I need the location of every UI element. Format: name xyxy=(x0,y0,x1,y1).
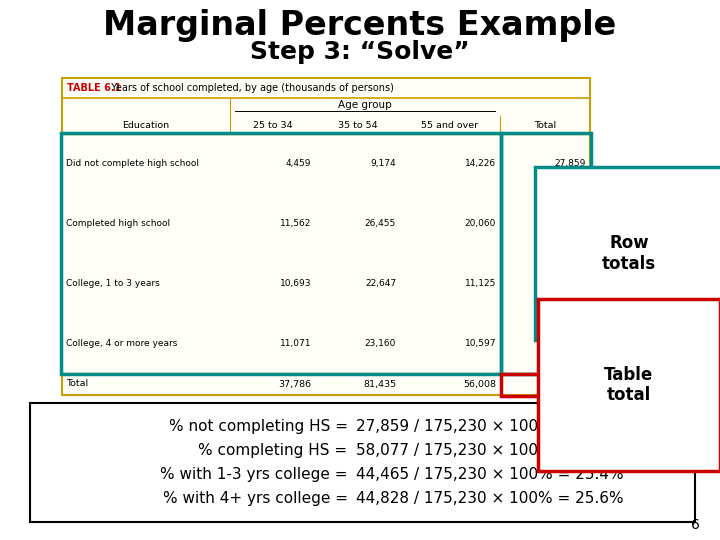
Text: 6: 6 xyxy=(691,518,700,532)
Text: 11,562: 11,562 xyxy=(279,219,311,228)
Text: 44,465: 44,465 xyxy=(555,279,586,288)
Text: 175,230: 175,230 xyxy=(547,380,586,388)
Text: 23,160: 23,160 xyxy=(364,339,396,348)
Text: % with 4+ yrs college =: % with 4+ yrs college = xyxy=(163,491,353,505)
Text: 22,647: 22,647 xyxy=(365,279,396,288)
Text: 58,077 / 175,230 × 100% = 33.1%: 58,077 / 175,230 × 100% = 33.1% xyxy=(356,443,624,458)
Text: 35 to 54: 35 to 54 xyxy=(338,120,377,130)
Text: 27,859 / 175,230 × 100% = 15.9%: 27,859 / 175,230 × 100% = 15.9% xyxy=(356,419,624,434)
Text: Step 3: “Solve”: Step 3: “Solve” xyxy=(250,40,470,64)
Text: 55 and over: 55 and over xyxy=(421,120,479,130)
Text: Table
total: Table total xyxy=(604,366,654,404)
Text: 10,693: 10,693 xyxy=(279,279,311,288)
Text: 14,226: 14,226 xyxy=(465,159,496,168)
Text: 58,077: 58,077 xyxy=(554,219,586,228)
Text: Total: Total xyxy=(534,120,556,130)
Text: 44,465 / 175,230 × 100% = 25.4%: 44,465 / 175,230 × 100% = 25.4% xyxy=(356,467,624,482)
Text: 26,455: 26,455 xyxy=(365,219,396,228)
Bar xyxy=(61,133,501,374)
Text: 37,786: 37,786 xyxy=(278,380,311,388)
Text: Marginal Percents Example: Marginal Percents Example xyxy=(104,9,616,42)
Bar xyxy=(30,403,695,522)
Text: 11,125: 11,125 xyxy=(464,279,496,288)
Text: 25 to 34: 25 to 34 xyxy=(253,120,292,130)
Text: % completing HS =: % completing HS = xyxy=(199,443,353,458)
Text: 9,174: 9,174 xyxy=(370,159,396,168)
Text: Total: Total xyxy=(66,380,88,388)
Text: College, 1 to 3 years: College, 1 to 3 years xyxy=(66,279,160,288)
Text: % with 1-3 yrs college =: % with 1-3 yrs college = xyxy=(160,467,353,482)
Text: Row
totals: Row totals xyxy=(602,234,656,273)
Text: Did not complete high school: Did not complete high school xyxy=(66,159,199,168)
Text: 27,859: 27,859 xyxy=(554,159,586,168)
Text: Years of school completed, by age (thousands of persons): Years of school completed, by age (thous… xyxy=(105,83,394,93)
Text: 44,828: 44,828 xyxy=(555,339,586,348)
Text: Education: Education xyxy=(122,120,170,130)
Bar xyxy=(62,78,590,395)
Text: College, 4 or more years: College, 4 or more years xyxy=(66,339,177,348)
Text: 44,828 / 175,230 × 100% = 25.6%: 44,828 / 175,230 × 100% = 25.6% xyxy=(356,491,624,505)
Bar xyxy=(501,374,591,396)
Text: TABLE 6.1: TABLE 6.1 xyxy=(67,83,122,93)
Text: % not completing HS =: % not completing HS = xyxy=(168,419,353,434)
Text: Completed high school: Completed high school xyxy=(66,219,170,228)
Text: 10,597: 10,597 xyxy=(464,339,496,348)
Text: 11,071: 11,071 xyxy=(279,339,311,348)
Text: Age group: Age group xyxy=(338,100,392,110)
Text: 4,459: 4,459 xyxy=(286,159,311,168)
Text: 56,008: 56,008 xyxy=(463,380,496,388)
Bar xyxy=(501,133,591,374)
Text: 20,060: 20,060 xyxy=(464,219,496,228)
Text: 81,435: 81,435 xyxy=(363,380,396,388)
